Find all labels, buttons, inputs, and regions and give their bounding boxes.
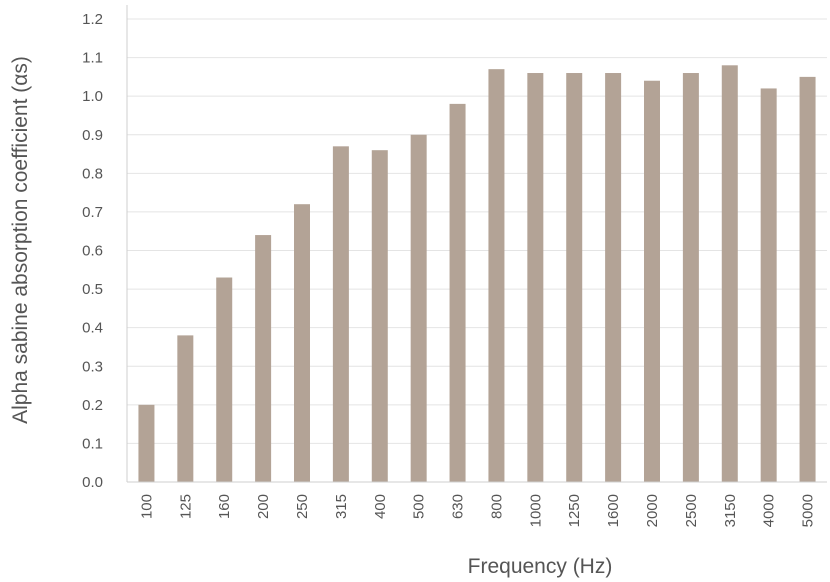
x-axis-title: Frequency (Hz) [468, 555, 613, 578]
bar-400 [371, 150, 388, 482]
x-tick-label: 800 [488, 494, 505, 519]
bar-100 [138, 404, 155, 482]
bar-4000 [760, 88, 777, 482]
bar-315 [332, 146, 349, 482]
y-tick-label: 0.3 [82, 358, 103, 375]
bar-630 [449, 103, 466, 482]
y-tick-label: 0.0 [82, 474, 103, 491]
x-tick-label: 125 [177, 494, 194, 519]
bar-125 [177, 335, 194, 482]
x-tick-label: 1250 [566, 494, 583, 527]
x-tick-label: 160 [216, 494, 233, 519]
x-tick-label: 315 [333, 494, 350, 519]
bar-500 [410, 134, 427, 482]
bars [138, 65, 816, 483]
y-tick-label: 0.5 [82, 281, 103, 298]
bar-3150 [721, 65, 738, 483]
bar-1600 [605, 73, 622, 483]
y-tick-label: 0.4 [82, 320, 103, 337]
y-tick-label: 0.7 [82, 204, 103, 221]
x-tick-label: 3150 [722, 494, 739, 527]
x-tick-label: 2500 [683, 494, 700, 527]
bar-800 [488, 69, 505, 483]
y-tick-label: 0.2 [82, 397, 103, 414]
y-tick-label: 0.8 [82, 165, 103, 182]
bar-250 [294, 204, 310, 482]
bar-2000 [644, 80, 660, 482]
grid-lines [127, 18, 827, 444]
bar-200 [255, 235, 272, 482]
bar-1000 [527, 73, 544, 483]
x-tick-label: 2000 [644, 494, 661, 527]
bar-1250 [566, 73, 583, 483]
y-tick-label: 0.1 [82, 435, 103, 452]
x-tick-label: 630 [450, 494, 467, 519]
x-tick-label: 1600 [605, 494, 622, 527]
x-tick-label: 200 [255, 494, 272, 519]
y-tick-label: 0.9 [82, 127, 103, 144]
y-tick-label: 1.2 [82, 11, 103, 28]
y-tick-label: 1.1 [82, 50, 103, 67]
x-tick-label: 400 [372, 494, 389, 519]
x-tick-label: 250 [294, 494, 311, 519]
bar-2500 [682, 73, 699, 483]
x-tick-labels: 100 125 160 200 250 315 400 500 630 800 1000 1250 16… [138, 494, 816, 527]
bar-160 [216, 277, 233, 482]
x-tick-label: 4000 [761, 494, 778, 527]
y-tick-label: 0.6 [82, 243, 103, 260]
x-tick-label: 100 [138, 494, 155, 519]
bar-5000 [799, 76, 816, 482]
y-tick-label: 1.0 [82, 88, 103, 105]
y-axis-title: Alpha sabine absorption coefficient (αs) [9, 56, 32, 424]
x-tick-label: 500 [411, 494, 428, 519]
x-tick-label: 5000 [800, 494, 817, 527]
y-tick-labels: 0.0 0.1 0.2 0.3 0.4 0.5 0.6 0.7 0.8 0.9 1.0 1.1 1.2 [82, 11, 103, 491]
x-tick-label: 1000 [527, 494, 544, 527]
